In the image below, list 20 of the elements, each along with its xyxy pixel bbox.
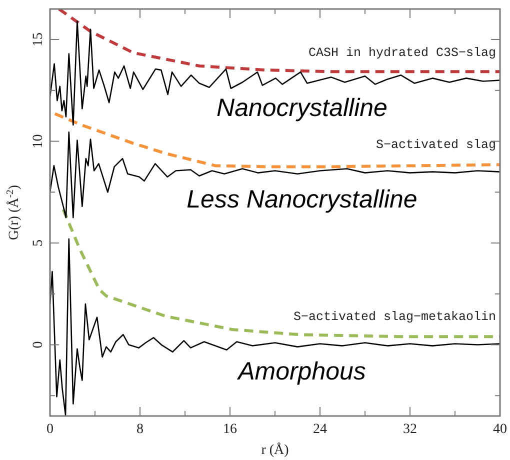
line-series xyxy=(50,20,500,126)
x-axis-title: r (Å) xyxy=(261,442,290,458)
annotation: Nanocrystalline xyxy=(216,94,388,122)
x-tick-label: 16 xyxy=(223,422,237,437)
y-tick-label: 5 xyxy=(31,240,46,247)
x-tick-label: 32 xyxy=(403,422,417,437)
series-label: S−activated slag xyxy=(376,138,496,152)
y-tick-label: 10 xyxy=(31,134,46,148)
line-series xyxy=(58,9,500,74)
annotation: Less Nanocrystalline xyxy=(186,186,418,214)
y-tick-label: 0 xyxy=(31,341,46,348)
y-tick-label: 15 xyxy=(31,32,46,47)
x-tick-label: 40 xyxy=(493,422,507,437)
line-series xyxy=(50,131,500,218)
series-label: S−activated slag−metakaolin xyxy=(293,310,496,324)
line-series xyxy=(50,238,500,416)
series-label: CASH in hydrated C3S−slag xyxy=(308,46,496,60)
annotation: Amorphous xyxy=(236,358,366,386)
x-tick-label: 24 xyxy=(313,422,327,437)
x-tick-label: 8 xyxy=(136,422,144,437)
